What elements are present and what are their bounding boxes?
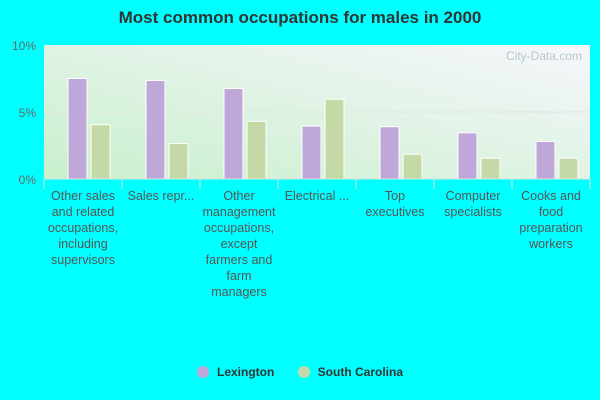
bar-lexington <box>379 126 400 180</box>
watermark: City-Data.com <box>506 49 582 63</box>
x-tick-label: Electrical ... <box>284 189 350 203</box>
x-tick-label: Other management occupations, except far… <box>202 189 276 299</box>
legend: Lexington South Carolina <box>0 365 600 381</box>
legend-swatch <box>297 366 310 378</box>
x-tick-label: Other sales and related occupations, inc… <box>47 189 119 267</box>
bar-south-carolina <box>402 153 423 180</box>
legend-item-south-carolina: South Carolina <box>297 365 403 379</box>
bar-south-carolina <box>558 157 579 180</box>
bar-lexington <box>535 140 556 180</box>
y-tick-label: 10% <box>12 39 36 53</box>
legend-label: South Carolina <box>317 365 403 379</box>
bar-south-carolina <box>90 124 111 180</box>
chart-title: Most common occupations for males in 200… <box>118 8 482 27</box>
bar-south-carolina <box>246 120 267 180</box>
y-tick-label: 0% <box>19 173 37 187</box>
bar-south-carolina <box>480 157 501 180</box>
x-tick-label: Cooks and food preparation workers <box>519 189 583 251</box>
x-tick-label: Computer specialists <box>444 189 502 219</box>
x-tick-label: Sales repr... <box>127 189 195 203</box>
bar-lexington <box>223 88 244 180</box>
bar-lexington <box>301 125 322 180</box>
bar-south-carolina <box>168 142 189 180</box>
legend-swatch <box>196 366 209 378</box>
legend-item-lexington: Lexington <box>196 365 275 379</box>
bar-lexington <box>67 78 88 180</box>
legend-label: Lexington <box>216 365 275 379</box>
y-tick-label: 5% <box>19 106 37 120</box>
bar-south-carolina <box>324 98 345 180</box>
bar-lexington <box>457 132 478 180</box>
x-tick-label: Top executives <box>365 189 425 219</box>
bar-lexington <box>145 80 166 180</box>
